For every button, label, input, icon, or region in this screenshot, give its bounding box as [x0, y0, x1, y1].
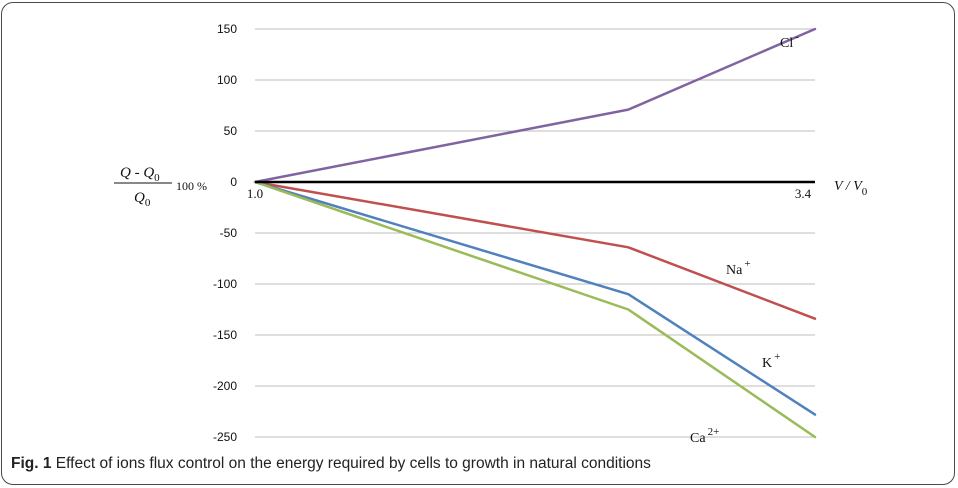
y-label-numerator: Q - Q0: [120, 165, 160, 184]
y-tick-label: -100: [213, 277, 237, 291]
series-line-na: [253, 180, 817, 320]
y-tick-label: 150: [217, 22, 237, 36]
y-tick-label: -150: [213, 328, 237, 342]
y-tick-label: 0: [230, 175, 237, 189]
x-axis-label: V / V0: [834, 179, 868, 198]
series-labels: Cl - Na + K + Ca 2+: [690, 31, 799, 446]
x-tick-label: 3.4: [795, 186, 812, 201]
series-line-ca: [253, 180, 817, 439]
series-label-cl: Cl -: [780, 31, 799, 51]
y-tick-label: 100: [217, 73, 237, 87]
y-label-denominator: Q0: [134, 190, 151, 209]
series-lines: [253, 27, 817, 439]
series-label-na: Na +: [726, 258, 751, 278]
y-tick-labels: 150 100 50 0 -50 -100 -150 -200 -250: [213, 22, 237, 444]
caption-label: Fig. 1: [11, 455, 52, 472]
series-line-cl: [253, 27, 817, 184]
y-tick-label: -50: [220, 226, 238, 240]
series-label-k: K +: [762, 351, 780, 371]
x-tick-label: 1.0: [247, 186, 263, 201]
series-label-ca: Ca 2+: [690, 426, 719, 446]
caption-text: Effect of ions flux control on the energ…: [55, 455, 651, 472]
y-tick-label: -250: [213, 430, 237, 444]
series-line-k: [253, 180, 817, 416]
y-tick-label: -200: [213, 379, 237, 393]
y-label-suffix: 100 %: [176, 179, 207, 193]
y-tick-label: 50: [224, 124, 238, 138]
figure-caption: Fig. 1 Effect of ions flux control on th…: [11, 455, 651, 473]
y-axis-label: Q - Q0 Q0 100 %: [114, 165, 207, 209]
gridlines: [255, 28, 815, 438]
x-tick-labels: 1.0 3.4: [247, 186, 812, 201]
